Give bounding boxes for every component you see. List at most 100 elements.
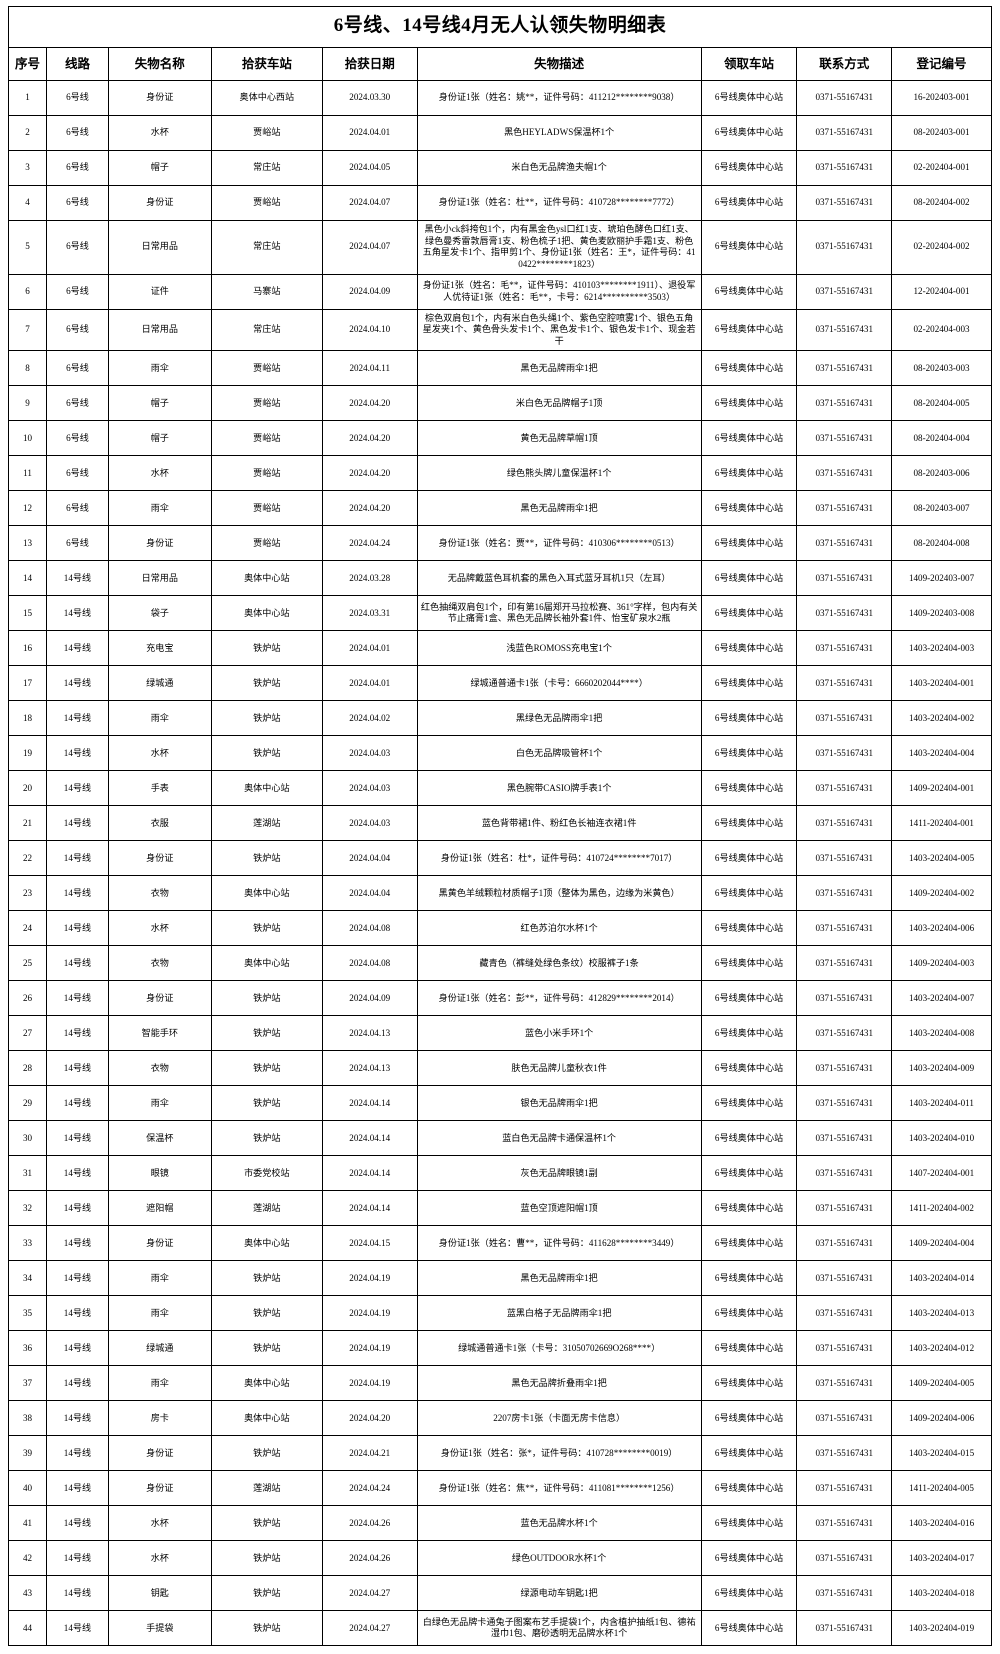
table-row: 10 6号线 帽子 贾峪站 2024.04.20 黄色无品牌草帽1顶 6号线奥体中心站 037… bbox=[7, 420, 992, 457]
cell-name: 水杯 bbox=[107, 115, 212, 151]
column-header-desc: 失物描述 bbox=[416, 47, 702, 81]
cell-index: 13 bbox=[7, 525, 48, 562]
cell-reg: 1403-202404-018 bbox=[891, 1575, 992, 1612]
table-row: 3 6号线 帽子 常庄站 2024.04.05 米白色无品牌渔夫帽1个 6号线奥体中心站 03… bbox=[7, 150, 992, 186]
cell-desc: 身份证1张（姓名：彭**，证件号码：412829********2014） bbox=[416, 980, 702, 1017]
cell-name: 证件 bbox=[107, 273, 212, 310]
cell-station: 铁炉站 bbox=[210, 1295, 323, 1332]
cell-date: 2024.04.03 bbox=[321, 735, 418, 772]
cell-line: 14号线 bbox=[46, 1225, 109, 1262]
cell-name: 身份证 bbox=[107, 1470, 212, 1507]
cell-phone: 0371-55167431 bbox=[796, 1575, 893, 1612]
cell-desc: 红色苏泊尔水杯1个 bbox=[416, 910, 702, 947]
cell-reg: 1403-202404-002 bbox=[891, 700, 992, 737]
cell-desc: 绿城通普通卡1张（卡号：31050702669O268****） bbox=[416, 1330, 702, 1367]
cell-claim: 6号线奥体中心站 bbox=[700, 595, 798, 632]
cell-name: 帽子 bbox=[107, 150, 212, 186]
cell-phone: 0371-55167431 bbox=[796, 1295, 893, 1332]
cell-claim: 6号线奥体中心站 bbox=[700, 1505, 798, 1542]
cell-index: 2 bbox=[7, 115, 48, 151]
cell-date: 2024.04.05 bbox=[321, 150, 418, 186]
cell-desc: 棕色双肩包1个，内有米白色头绳1个、紫色空腔喷雾1个、银色五角星发夹1个、黄色骨… bbox=[416, 308, 702, 352]
table-row: 30 14号线 保温杯 铁炉站 2024.04.14 蓝白色无品牌卡通保温杯1个 6号线奥体… bbox=[7, 1120, 992, 1157]
table-row: 16 14号线 充电宝 铁炉站 2024.04.01 浅蓝色ROMOSS充电宝1个 6号线奥… bbox=[7, 630, 992, 667]
table-head: 6号线、14号线4月无人认领失物明细表 序号 线路 失物名称 拾获车站 拾获日期 失物描述… bbox=[7, 6, 992, 81]
cell-name: 水杯 bbox=[107, 1505, 212, 1542]
cell-index: 17 bbox=[7, 665, 48, 702]
cell-station: 铁炉站 bbox=[210, 1505, 323, 1542]
cell-line: 6号线 bbox=[46, 150, 109, 186]
cell-reg: 16-202403-001 bbox=[891, 80, 992, 116]
cell-name: 水杯 bbox=[107, 455, 212, 492]
cell-claim: 6号线奥体中心站 bbox=[700, 630, 798, 667]
cell-reg: 1403-202404-008 bbox=[891, 1015, 992, 1052]
cell-line: 14号线 bbox=[46, 840, 109, 877]
cell-name: 身份证 bbox=[107, 1435, 212, 1472]
cell-date: 2024.04.15 bbox=[321, 1225, 418, 1262]
cell-station: 铁炉站 bbox=[210, 910, 323, 947]
cell-date: 2024.04.09 bbox=[321, 980, 418, 1017]
cell-index: 28 bbox=[7, 1050, 48, 1087]
cell-date: 2024.04.11 bbox=[321, 350, 418, 387]
cell-phone: 0371-55167431 bbox=[796, 1435, 893, 1472]
cell-date: 2024.04.01 bbox=[321, 630, 418, 667]
cell-desc: 蓝白色无品牌卡通保温杯1个 bbox=[416, 1120, 702, 1157]
cell-phone: 0371-55167431 bbox=[796, 560, 893, 597]
cell-line: 6号线 bbox=[46, 350, 109, 387]
cell-line: 6号线 bbox=[46, 490, 109, 527]
cell-reg: 1403-202404-013 bbox=[891, 1295, 992, 1332]
cell-claim: 6号线奥体中心站 bbox=[700, 735, 798, 772]
cell-desc: 黑色无品牌雨伞1把 bbox=[416, 1260, 702, 1297]
cell-date: 2024.04.20 bbox=[321, 455, 418, 492]
cell-reg: 1409-202403-008 bbox=[891, 595, 992, 632]
cell-station: 莲湖站 bbox=[210, 805, 323, 842]
cell-date: 2024.04.19 bbox=[321, 1295, 418, 1332]
cell-station: 铁炉站 bbox=[210, 1050, 323, 1087]
cell-claim: 6号线奥体中心站 bbox=[700, 1155, 798, 1192]
cell-date: 2024.04.26 bbox=[321, 1540, 418, 1577]
table-row: 11 6号线 水杯 贾峪站 2024.04.20 绿色熊头牌儿童保温杯1个 6号线奥体中心站… bbox=[7, 455, 992, 492]
cell-desc: 身份证1张（姓名：姚**，证件号码：411212********9038） bbox=[416, 80, 702, 116]
cell-name: 水杯 bbox=[107, 910, 212, 947]
cell-date: 2024.04.14 bbox=[321, 1190, 418, 1227]
cell-index: 29 bbox=[7, 1085, 48, 1122]
column-header-phone: 联系方式 bbox=[796, 47, 893, 81]
cell-claim: 6号线奥体中心站 bbox=[700, 1365, 798, 1402]
cell-desc: 白色无品牌吸管杯1个 bbox=[416, 735, 702, 772]
cell-name: 日常用品 bbox=[107, 308, 212, 352]
cell-index: 42 bbox=[7, 1540, 48, 1577]
table-row: 14 14号线 日常用品 奥体中心站 2024.03.28 无品牌戴蓝色耳机套的黑色入耳式… bbox=[7, 560, 992, 597]
cell-station: 奥体中心站 bbox=[210, 1365, 323, 1402]
cell-date: 2024.04.10 bbox=[321, 308, 418, 352]
cell-reg: 1407-202404-001 bbox=[891, 1155, 992, 1192]
cell-phone: 0371-55167431 bbox=[796, 80, 893, 116]
table-row: 28 14号线 衣物 铁炉站 2024.04.13 肤色无品牌儿童秋衣1件 6号线奥体中心站… bbox=[7, 1050, 992, 1087]
table-row: 4 6号线 身份证 贾峪站 2024.04.07 身份证1张（姓名：杜**，证件号码：41… bbox=[7, 185, 992, 221]
cell-index: 31 bbox=[7, 1155, 48, 1192]
cell-line: 6号线 bbox=[46, 220, 109, 275]
cell-index: 41 bbox=[7, 1505, 48, 1542]
cell-phone: 0371-55167431 bbox=[796, 350, 893, 387]
cell-claim: 6号线奥体中心站 bbox=[700, 770, 798, 807]
table-row: 24 14号线 水杯 铁炉站 2024.04.08 红色苏泊尔水杯1个 6号线奥体中心站 03… bbox=[7, 910, 992, 947]
cell-desc: 蓝色空顶遮阳帽1顶 bbox=[416, 1190, 702, 1227]
cell-phone: 0371-55167431 bbox=[796, 1260, 893, 1297]
cell-claim: 6号线奥体中心站 bbox=[700, 273, 798, 310]
cell-station: 铁炉站 bbox=[210, 1330, 323, 1367]
table-row: 43 14号线 钥匙 铁炉站 2024.04.27 绿源电动车钥匙1把 6号线奥体中心站 03… bbox=[7, 1575, 992, 1612]
cell-claim: 6号线奥体中心站 bbox=[700, 150, 798, 186]
cell-desc: 绿城通普通卡1张（卡号：6660202044****） bbox=[416, 665, 702, 702]
cell-station: 贾峪站 bbox=[210, 185, 323, 221]
cell-reg: 1409-202404-003 bbox=[891, 945, 992, 982]
cell-phone: 0371-55167431 bbox=[796, 273, 893, 310]
cell-index: 34 bbox=[7, 1260, 48, 1297]
cell-phone: 0371-55167431 bbox=[796, 185, 893, 221]
cell-station: 马寨站 bbox=[210, 273, 323, 310]
cell-phone: 0371-55167431 bbox=[796, 700, 893, 737]
cell-claim: 6号线奥体中心站 bbox=[700, 1015, 798, 1052]
cell-desc: 黄色无品牌草帽1顶 bbox=[416, 420, 702, 457]
cell-date: 2024.04.20 bbox=[321, 385, 418, 422]
cell-desc: 无品牌戴蓝色耳机套的黑色入耳式蓝牙耳机1只（左耳） bbox=[416, 560, 702, 597]
cell-phone: 0371-55167431 bbox=[796, 385, 893, 422]
cell-desc: 身份证1张（姓名：曹**，证件号码：411628********3449） bbox=[416, 1225, 702, 1262]
